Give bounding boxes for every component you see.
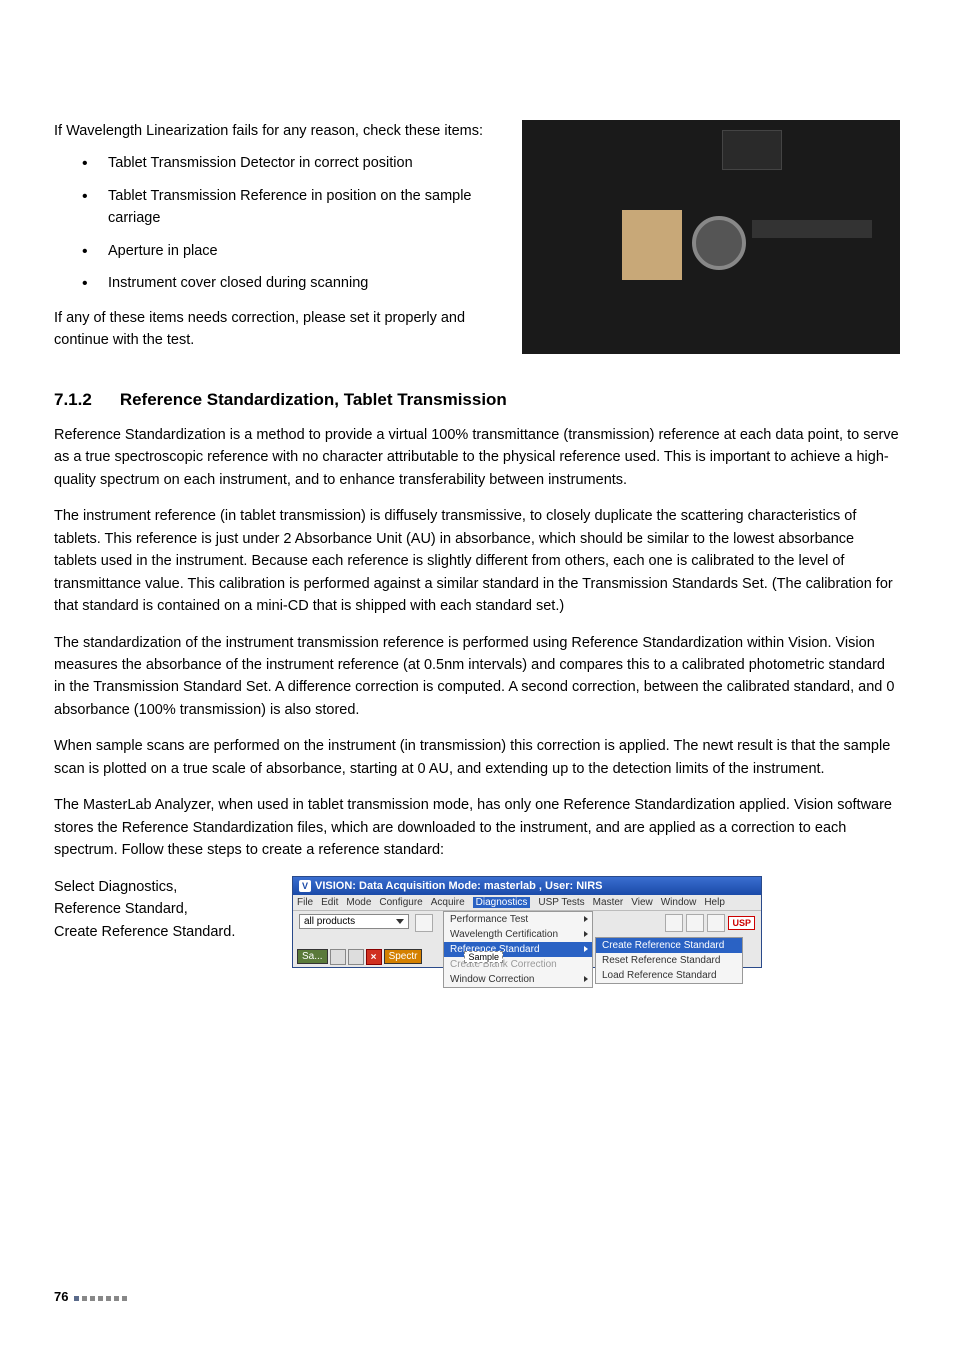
toolbar-icon[interactable] [665, 914, 683, 932]
menu-item-performance-test[interactable]: Performance Test [444, 912, 592, 927]
submenu-reset-ref-std[interactable]: Reset Reference Standard [596, 953, 742, 968]
intro-paragraph-2: If any of these items needs correction, … [54, 307, 498, 352]
page-number: 76 [54, 1289, 68, 1304]
print-icon[interactable] [686, 914, 704, 932]
product-dropdown[interactable]: all products [299, 914, 409, 929]
toolbar-icon[interactable] [415, 914, 433, 932]
window-titlebar: V VISION: Data Acquisition Mode: masterl… [293, 877, 761, 895]
section-heading: 7.1.2 Reference Standardization, Tablet T… [54, 390, 900, 410]
list-item: Tablet Transmission Detector in correct … [82, 152, 498, 174]
submenu-load-ref-std[interactable]: Load Reference Standard [596, 968, 742, 983]
list-item: Instrument cover closed during scanning [82, 272, 498, 294]
instrument-photo [522, 120, 900, 354]
body-paragraph: The standardization of the instrument tr… [54, 632, 900, 722]
body-paragraph: The instrument reference (in tablet tran… [54, 505, 900, 617]
menu-window[interactable]: Window [661, 897, 697, 908]
subwindow-tab-spectr[interactable]: Spectr [384, 949, 423, 964]
body-paragraph: When sample scans are performed on the i… [54, 735, 900, 780]
subwindow-tab-sa[interactable]: Sa... [297, 949, 328, 964]
menu-usp-tests[interactable]: USP Tests [538, 897, 584, 908]
menu-file[interactable]: File [297, 897, 313, 908]
menu-item-wavelength-cert[interactable]: Wavelength Certification [444, 927, 592, 942]
reference-standard-submenu[interactable]: Create Reference Standard Reset Referenc… [595, 937, 743, 984]
window-title: VISION: Data Acquisition Mode: masterlab… [315, 880, 602, 892]
menu-item-window-correction[interactable]: Window Correction [444, 972, 592, 987]
dropdown-value: all products [304, 916, 355, 927]
check-items-list: Tablet Transmission Detector in correct … [54, 152, 498, 294]
menubar[interactable]: File Edit Mode Configure Acquire Diagnos… [293, 895, 761, 911]
menu-master[interactable]: Master [593, 897, 624, 908]
vision-logo-icon: V [299, 880, 311, 892]
maximize-icon[interactable] [348, 949, 364, 965]
minimize-icon[interactable] [330, 949, 346, 965]
menu-configure[interactable]: Configure [379, 897, 422, 908]
steps-text: Select Diagnostics, Reference Standard, … [54, 876, 264, 968]
list-item: Tablet Transmission Reference in positio… [82, 185, 498, 230]
section-number: 7.1.2 [54, 390, 92, 410]
menu-help[interactable]: Help [704, 897, 725, 908]
toolbar-icon[interactable] [707, 914, 725, 932]
section-title: Reference Standardization, Tablet Transm… [120, 390, 507, 409]
usp-button[interactable]: USP [728, 916, 755, 930]
vision-screenshot: V VISION: Data Acquisition Mode: masterl… [292, 876, 762, 968]
footer-dots [74, 1289, 130, 1304]
toolbar: all products Performance Test Wavelength… [293, 911, 761, 967]
chevron-down-icon [396, 919, 404, 924]
body-paragraph: The MasterLab Analyzer, when used in tab… [54, 794, 900, 861]
intro-paragraph-1: If Wavelength Linearization fails for an… [54, 120, 498, 142]
menu-acquire[interactable]: Acquire [431, 897, 465, 908]
menu-mode[interactable]: Mode [346, 897, 371, 908]
list-item: Aperture in place [82, 240, 498, 262]
sample-label: Sample [464, 951, 503, 963]
close-icon[interactable]: × [366, 949, 382, 965]
menu-view[interactable]: View [631, 897, 653, 908]
menu-diagnostics[interactable]: Diagnostics [473, 897, 531, 908]
submenu-create-ref-std[interactable]: Create Reference Standard [596, 938, 742, 953]
page-footer: 76 [54, 1289, 130, 1304]
body-paragraph: Reference Standardization is a method to… [54, 424, 900, 491]
menu-edit[interactable]: Edit [321, 897, 338, 908]
